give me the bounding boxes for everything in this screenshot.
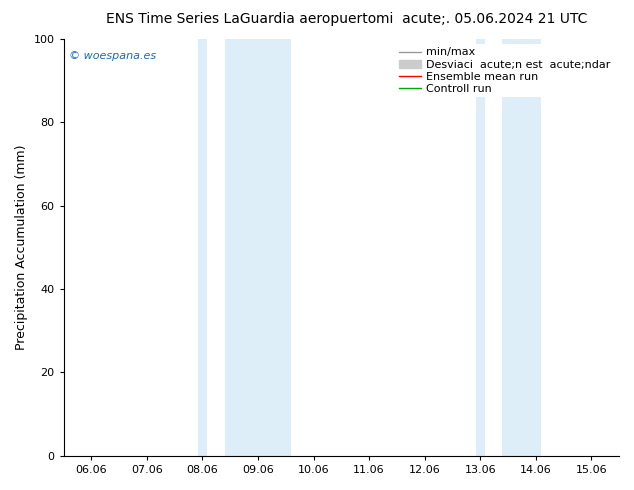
Text: mi  acute;. 05.06.2024 21 UTC: mi acute;. 05.06.2024 21 UTC <box>376 12 588 26</box>
Bar <box>224 39 291 456</box>
Bar <box>198 39 207 456</box>
Y-axis label: Precipitation Accumulation (mm): Precipitation Accumulation (mm) <box>15 145 28 350</box>
Text: © woespana.es: © woespana.es <box>69 51 156 61</box>
Bar <box>476 39 484 456</box>
Text: ENS Time Series LaGuardia aeropuerto: ENS Time Series LaGuardia aeropuerto <box>106 12 376 26</box>
Bar <box>502 39 541 456</box>
Legend: min/max, Desviaci  acute;n est  acute;ndar, Ensemble mean run, Controll run: min/max, Desviaci acute;n est acute;ndar… <box>396 44 614 98</box>
